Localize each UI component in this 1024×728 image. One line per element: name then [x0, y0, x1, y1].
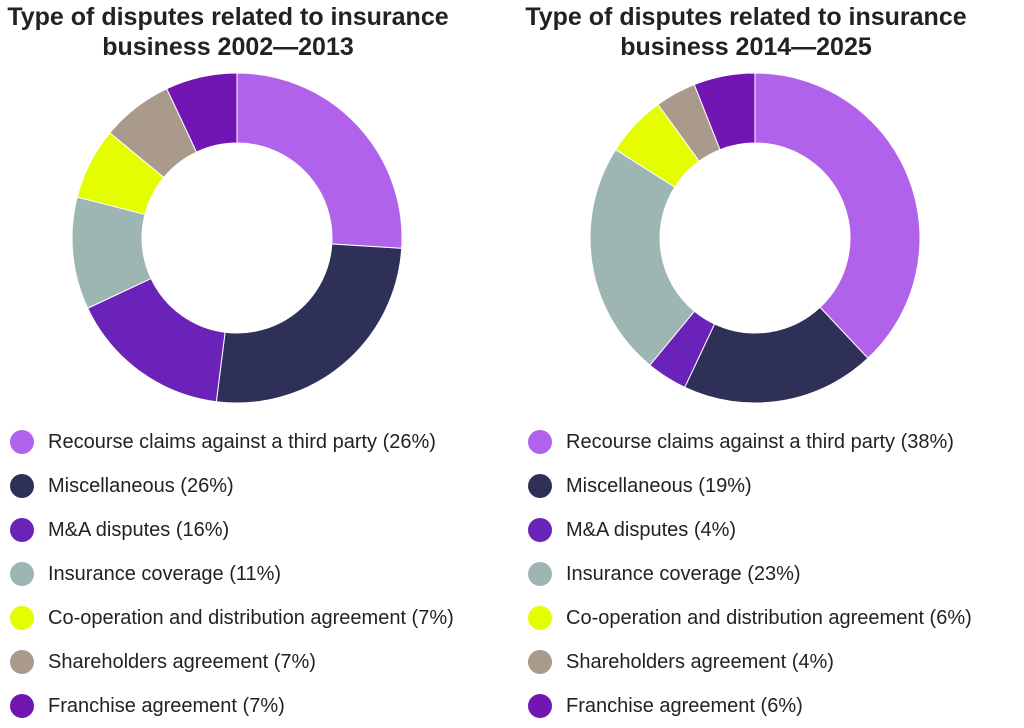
legend-item: Co-operation and distribution agreement … — [10, 596, 454, 640]
legend-item: Miscellaneous (26%) — [10, 464, 454, 508]
slice-miscellaneous — [684, 306, 869, 404]
legend-item: Miscellaneous (19%) — [528, 464, 972, 508]
legend-swatch — [10, 474, 34, 498]
legend-swatch — [10, 562, 34, 586]
legend-swatch — [528, 518, 552, 542]
legend-label: Co-operation and distribution agreement … — [48, 606, 454, 629]
slice-recourse-claims-against-a-third-party — [236, 72, 403, 249]
chart-title-2014-2025: Type of disputes related to insurance bu… — [496, 2, 996, 62]
slice-insurance-coverage — [589, 148, 696, 366]
legend-swatch — [10, 606, 34, 630]
slice-franchise-agreement — [693, 72, 756, 151]
legend-swatch — [10, 694, 34, 718]
legend-label: M&A disputes (4%) — [566, 518, 737, 541]
legend-swatch — [10, 430, 34, 454]
legend-item: Recourse claims against a third party (2… — [10, 420, 454, 464]
legend-item: Insurance coverage (23%) — [528, 552, 972, 596]
legend-item: Recourse claims against a third party (3… — [528, 420, 972, 464]
legend-label: Miscellaneous (19%) — [566, 474, 752, 497]
chart-title-2002-2013: Type of disputes related to insurance bu… — [0, 2, 478, 62]
title-line: business 2014—2025 — [620, 33, 872, 61]
legend-label: Franchise agreement (7%) — [48, 694, 285, 717]
legend-swatch — [10, 650, 34, 674]
slice-recourse-claims-against-a-third-party — [754, 72, 921, 359]
legend-label: Recourse claims against a third party (3… — [566, 430, 954, 453]
donut-chart-2014-2025 — [589, 72, 921, 404]
legend-swatch — [528, 694, 552, 718]
legend-item: Shareholders agreement (4%) — [528, 640, 972, 684]
legend-label: Franchise agreement (6%) — [566, 694, 803, 717]
title-line: business 2002—2013 — [102, 33, 354, 61]
donut-chart-2002-2013 — [71, 72, 403, 404]
legend-swatch — [528, 562, 552, 586]
legend-swatch — [10, 518, 34, 542]
legend-label: Miscellaneous (26%) — [48, 474, 234, 497]
legend-item: Franchise agreement (6%) — [528, 684, 972, 728]
legend-item: M&A disputes (16%) — [10, 508, 454, 552]
legend-swatch — [528, 430, 552, 454]
legend-label: Recourse claims against a third party (2… — [48, 430, 436, 453]
legend-2002-2013: Recourse claims against a third party (2… — [10, 420, 454, 728]
legend-item: Shareholders agreement (7%) — [10, 640, 454, 684]
legend-2014-2025: Recourse claims against a third party (3… — [528, 420, 972, 728]
legend-label: Insurance coverage (11%) — [48, 562, 282, 585]
legend-swatch — [528, 474, 552, 498]
slice-miscellaneous — [215, 243, 403, 404]
title-line: Type of disputes related to insurance — [7, 3, 449, 31]
legend-label: Shareholders agreement (4%) — [566, 650, 834, 673]
legend-item: Co-operation and distribution agreement … — [528, 596, 972, 640]
legend-swatch — [528, 650, 552, 674]
legend-item: M&A disputes (4%) — [528, 508, 972, 552]
legend-label: Shareholders agreement (7%) — [48, 650, 316, 673]
legend-item: Franchise agreement (7%) — [10, 684, 454, 728]
legend-swatch — [528, 606, 552, 630]
legend-label: M&A disputes (16%) — [48, 518, 230, 541]
legend-item: Insurance coverage (11%) — [10, 552, 454, 596]
legend-label: Co-operation and distribution agreement … — [566, 606, 972, 629]
title-line: Type of disputes related to insurance — [525, 3, 967, 31]
legend-label: Insurance coverage (23%) — [566, 562, 801, 585]
slice-franchise-agreement — [166, 72, 238, 153]
